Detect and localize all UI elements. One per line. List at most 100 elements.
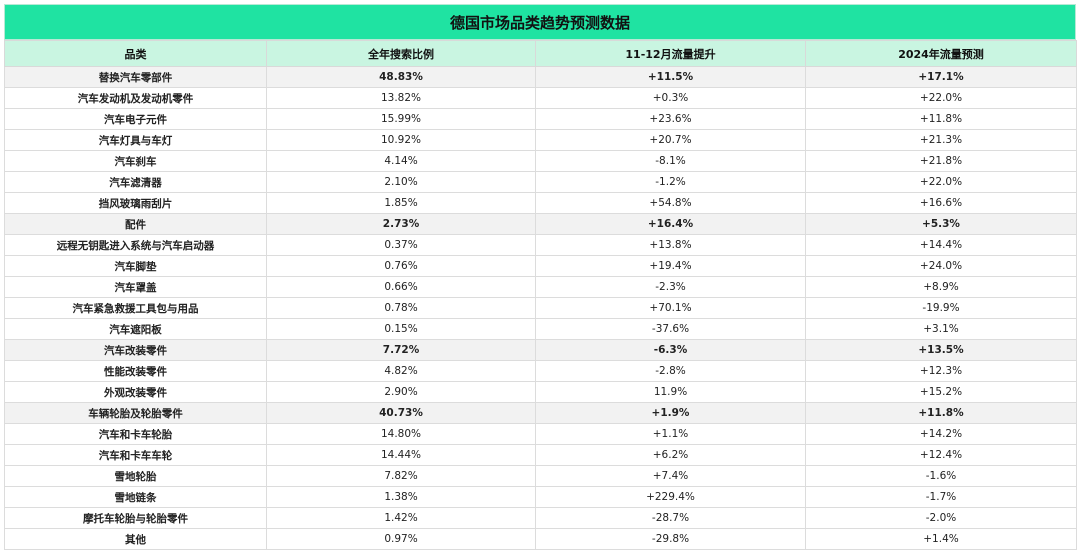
cell-category: 挡风玻璃雨刮片 [4, 192, 267, 214]
header-category: 品类 [4, 40, 267, 67]
cell-annual-search-share: 2.10% [266, 171, 536, 193]
cell-nov-dec-lift: +1.1% [535, 423, 806, 445]
cell-2024-forecast: -19.9% [805, 297, 1077, 319]
cell-nov-dec-lift: +23.6% [535, 108, 806, 130]
table-row: 外观改装零件 2.90% 11.9% +15.2% [4, 381, 1077, 403]
header-row: 品类 全年搜索比例 11-12月流量提升 2024年流量预测 [4, 40, 1077, 67]
table-row: 汽车滤清器 2.10% -1.2% +22.0% [4, 171, 1077, 193]
table-row: 汽车和卡车轮胎 14.80% +1.1% +14.2% [4, 423, 1077, 445]
cell-nov-dec-lift: +0.3% [535, 87, 806, 109]
cell-nov-dec-lift: -6.3% [535, 339, 806, 361]
cell-category: 性能改装零件 [4, 360, 267, 382]
cell-2024-forecast: +21.3% [805, 129, 1077, 151]
cell-nov-dec-lift: -1.2% [535, 171, 806, 193]
header-2024-traffic-forecast: 2024年流量预测 [805, 40, 1077, 67]
cell-category: 车辆轮胎及轮胎零件 [4, 402, 267, 424]
cell-category: 其他 [4, 528, 267, 550]
cell-category: 汽车发动机及发动机零件 [4, 87, 267, 109]
cell-nov-dec-lift: +70.1% [535, 297, 806, 319]
cell-nov-dec-lift: +20.7% [535, 129, 806, 151]
cell-category: 雪地轮胎 [4, 465, 267, 487]
cell-2024-forecast: +8.9% [805, 276, 1077, 298]
cell-nov-dec-lift: +1.9% [535, 402, 806, 424]
table-row: 替换汽车零部件 48.83% +11.5% +17.1% [4, 66, 1077, 88]
cell-nov-dec-lift: 11.9% [535, 381, 806, 403]
cell-nov-dec-lift: +19.4% [535, 255, 806, 277]
table-row: 汽车灯具与车灯 10.92% +20.7% +21.3% [4, 129, 1077, 151]
table-container: 德国市场品类趋势预测数据 品类 全年搜索比例 11-12月流量提升 2024年流… [4, 4, 1077, 550]
table-row: 雪地轮胎 7.82% +7.4% -1.6% [4, 465, 1077, 487]
cell-nov-dec-lift: +6.2% [535, 444, 806, 466]
cell-2024-forecast: +11.8% [805, 108, 1077, 130]
cell-annual-search-share: 2.90% [266, 381, 536, 403]
table-row: 汽车电子元件 15.99% +23.6% +11.8% [4, 108, 1077, 130]
cell-annual-search-share: 2.73% [266, 213, 536, 235]
cell-annual-search-share: 0.97% [266, 528, 536, 550]
cell-2024-forecast: +12.4% [805, 444, 1077, 466]
cell-2024-forecast: +22.0% [805, 171, 1077, 193]
cell-2024-forecast: +21.8% [805, 150, 1077, 172]
table-row: 摩托车轮胎与轮胎零件 1.42% -28.7% -2.0% [4, 507, 1077, 529]
table-row: 汽车罩盖 0.66% -2.3% +8.9% [4, 276, 1077, 298]
cell-annual-search-share: 1.42% [266, 507, 536, 529]
header-annual-search-share: 全年搜索比例 [266, 40, 536, 67]
cell-annual-search-share: 0.78% [266, 297, 536, 319]
cell-category: 外观改装零件 [4, 381, 267, 403]
cell-2024-forecast: -1.7% [805, 486, 1077, 508]
cell-category: 汽车灯具与车灯 [4, 129, 267, 151]
table-row: 其他 0.97% -29.8% +1.4% [4, 528, 1077, 550]
table-title: 德国市场品类趋势预测数据 [4, 4, 1076, 40]
table-row: 汽车发动机及发动机零件 13.82% +0.3% +22.0% [4, 87, 1077, 109]
table-row: 挡风玻璃雨刮片 1.85% +54.8% +16.6% [4, 192, 1077, 214]
cell-category: 汽车脚垫 [4, 255, 267, 277]
cell-category: 汽车紧急救援工具包与用品 [4, 297, 267, 319]
cell-annual-search-share: 15.99% [266, 108, 536, 130]
cell-category: 汽车刹车 [4, 150, 267, 172]
cell-2024-forecast: +14.2% [805, 423, 1077, 445]
cell-annual-search-share: 4.14% [266, 150, 536, 172]
cell-category: 摩托车轮胎与轮胎零件 [4, 507, 267, 529]
cell-2024-forecast: +15.2% [805, 381, 1077, 403]
cell-2024-forecast: +11.8% [805, 402, 1077, 424]
cell-2024-forecast: +1.4% [805, 528, 1077, 550]
cell-annual-search-share: 7.82% [266, 465, 536, 487]
cell-nov-dec-lift: -28.7% [535, 507, 806, 529]
cell-2024-forecast: -2.0% [805, 507, 1077, 529]
table-row: 车辆轮胎及轮胎零件 40.73% +1.9% +11.8% [4, 402, 1077, 424]
category-trend-table: 品类 全年搜索比例 11-12月流量提升 2024年流量预测 替换汽车零部件 48… [4, 40, 1077, 550]
header-nov-dec-traffic-lift: 11-12月流量提升 [535, 40, 806, 67]
cell-category: 汽车遮阳板 [4, 318, 267, 340]
cell-annual-search-share: 0.15% [266, 318, 536, 340]
cell-annual-search-share: 10.92% [266, 129, 536, 151]
table-row: 性能改装零件 4.82% -2.8% +12.3% [4, 360, 1077, 382]
cell-annual-search-share: 14.80% [266, 423, 536, 445]
cell-category: 配件 [4, 213, 267, 235]
cell-category: 雪地链条 [4, 486, 267, 508]
cell-category: 汽车罩盖 [4, 276, 267, 298]
table-row: 汽车紧急救援工具包与用品 0.78% +70.1% -19.9% [4, 297, 1077, 319]
cell-2024-forecast: -1.6% [805, 465, 1077, 487]
cell-nov-dec-lift: +11.5% [535, 66, 806, 88]
cell-annual-search-share: 0.66% [266, 276, 536, 298]
cell-category: 汽车电子元件 [4, 108, 267, 130]
cell-2024-forecast: +5.3% [805, 213, 1077, 235]
cell-2024-forecast: +22.0% [805, 87, 1077, 109]
cell-category: 汽车改装零件 [4, 339, 267, 361]
table-body: 替换汽车零部件 48.83% +11.5% +17.1% 汽车发动机及发动机零件 13.8… [4, 66, 1077, 550]
cell-annual-search-share: 14.44% [266, 444, 536, 466]
table-row: 配件 2.73% +16.4% +5.3% [4, 213, 1077, 235]
cell-category: 汽车和卡车轮胎 [4, 423, 267, 445]
cell-nov-dec-lift: -2.8% [535, 360, 806, 382]
table-row: 汽车和卡车车轮 14.44% +6.2% +12.4% [4, 444, 1077, 466]
cell-2024-forecast: +13.5% [805, 339, 1077, 361]
cell-nov-dec-lift: +7.4% [535, 465, 806, 487]
cell-category: 替换汽车零部件 [4, 66, 267, 88]
cell-2024-forecast: +24.0% [805, 255, 1077, 277]
cell-2024-forecast: +12.3% [805, 360, 1077, 382]
table-row: 汽车刹车 4.14% -8.1% +21.8% [4, 150, 1077, 172]
cell-nov-dec-lift: -29.8% [535, 528, 806, 550]
table-row: 远程无钥匙进入系统与汽车启动器 0.37% +13.8% +14.4% [4, 234, 1077, 256]
cell-annual-search-share: 0.76% [266, 255, 536, 277]
cell-annual-search-share: 13.82% [266, 87, 536, 109]
table-row: 汽车改装零件 7.72% -6.3% +13.5% [4, 339, 1077, 361]
